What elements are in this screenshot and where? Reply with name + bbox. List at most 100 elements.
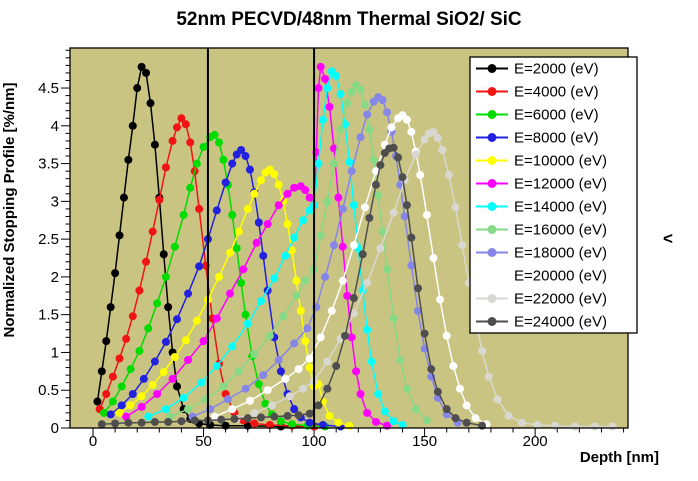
data-point bbox=[146, 99, 155, 108]
legend-item-4000ev: E=4000 (eV) bbox=[476, 84, 599, 101]
data-point bbox=[257, 176, 266, 185]
data-point bbox=[137, 392, 146, 401]
data-point bbox=[321, 74, 330, 83]
data-point bbox=[347, 167, 356, 176]
legend-marker-dot bbox=[487, 87, 497, 96]
legend-marker-dot bbox=[487, 133, 497, 142]
data-point bbox=[212, 206, 221, 215]
data-point bbox=[343, 99, 352, 108]
data-point bbox=[245, 165, 254, 174]
data-point bbox=[100, 408, 109, 417]
data-point bbox=[451, 414, 460, 423]
data-point bbox=[199, 142, 208, 151]
data-point bbox=[126, 401, 135, 410]
data-point bbox=[274, 356, 283, 365]
x-tick-label: 200 bbox=[523, 433, 548, 450]
data-point bbox=[177, 114, 186, 123]
data-point bbox=[287, 246, 296, 255]
legend-marker-dot bbox=[487, 294, 497, 303]
data-point bbox=[398, 173, 407, 182]
data-point bbox=[148, 380, 157, 389]
data-point bbox=[371, 417, 380, 426]
legend-marker-dot bbox=[487, 225, 497, 234]
data-point bbox=[363, 408, 372, 417]
data-point bbox=[436, 295, 445, 304]
data-point bbox=[245, 396, 254, 405]
data-point bbox=[215, 272, 224, 281]
data-point bbox=[413, 284, 422, 293]
data-point bbox=[336, 125, 345, 134]
data-point bbox=[478, 346, 487, 355]
data-point bbox=[142, 257, 151, 266]
data-point bbox=[221, 178, 230, 187]
data-point bbox=[323, 357, 332, 366]
data-point bbox=[316, 333, 325, 342]
data-point bbox=[126, 365, 135, 374]
legend-marker-dot bbox=[487, 271, 497, 280]
y-tick-label: 4 bbox=[51, 118, 59, 135]
data-point bbox=[590, 422, 599, 431]
data-point bbox=[179, 210, 188, 219]
data-point bbox=[197, 378, 206, 387]
data-point bbox=[327, 306, 336, 315]
data-point bbox=[270, 412, 279, 421]
data-point bbox=[161, 337, 170, 346]
data-point bbox=[394, 153, 403, 162]
data-point bbox=[402, 384, 411, 393]
legend-box bbox=[469, 56, 638, 334]
data-point bbox=[210, 412, 219, 421]
plot-area: 0 50 100 150 200 0 0.5 1 1.5 2 2.5 3 3.5 4 4.5 E=2000 (… bbox=[38, 47, 638, 450]
data-point bbox=[228, 405, 237, 414]
data-point bbox=[241, 310, 250, 319]
data-point bbox=[119, 193, 128, 202]
data-point bbox=[250, 419, 259, 428]
data-point bbox=[281, 251, 290, 260]
data-point bbox=[329, 159, 338, 168]
y-tick-label: 0.5 bbox=[38, 382, 59, 399]
data-point bbox=[122, 334, 131, 343]
data-point bbox=[356, 390, 365, 399]
data-point bbox=[290, 405, 299, 414]
legend-label: E=4000 (eV) bbox=[514, 84, 599, 101]
legend-item-2000ev: E=2000 (eV) bbox=[476, 61, 599, 78]
data-point bbox=[305, 409, 314, 418]
data-point bbox=[241, 384, 250, 393]
data-point bbox=[389, 208, 398, 217]
data-point bbox=[334, 418, 343, 427]
x-tick-label: 50 bbox=[195, 433, 212, 450]
data-point bbox=[305, 354, 314, 363]
data-point bbox=[349, 309, 358, 318]
data-point bbox=[341, 331, 350, 340]
data-point bbox=[305, 363, 314, 372]
data-point bbox=[239, 265, 248, 274]
y-tick-label: 0 bbox=[51, 420, 59, 437]
data-point bbox=[323, 384, 332, 393]
data-point bbox=[389, 143, 398, 152]
data-point bbox=[292, 291, 301, 300]
data-point bbox=[106, 303, 115, 312]
data-point bbox=[294, 365, 303, 374]
data-point bbox=[128, 390, 137, 399]
legend-item-12000ev: E=12000 (eV) bbox=[476, 176, 607, 193]
series-24000ev bbox=[97, 143, 487, 430]
data-point bbox=[301, 337, 310, 346]
data-point bbox=[137, 418, 146, 427]
data-point bbox=[378, 227, 387, 236]
data-point bbox=[184, 289, 193, 298]
data-point bbox=[462, 401, 471, 410]
data-point bbox=[356, 133, 365, 142]
series-12000ev bbox=[122, 62, 392, 430]
legend-label: E=14000 (eV) bbox=[514, 199, 607, 216]
data-point bbox=[243, 414, 252, 423]
x-axis: 0 50 100 150 200 bbox=[89, 428, 625, 450]
legend-item-16000ev: E=16000 (eV) bbox=[476, 222, 607, 239]
data-point bbox=[102, 390, 111, 399]
data-point bbox=[321, 272, 330, 281]
legend-item-6000ev: E=6000 (eV) bbox=[476, 107, 599, 124]
data-point bbox=[192, 316, 201, 325]
data-point bbox=[190, 416, 199, 425]
data-point bbox=[332, 362, 341, 371]
y-tick-label: 2.5 bbox=[38, 231, 59, 248]
data-point bbox=[254, 380, 263, 389]
legend-label: E=22000 (eV) bbox=[514, 291, 607, 308]
